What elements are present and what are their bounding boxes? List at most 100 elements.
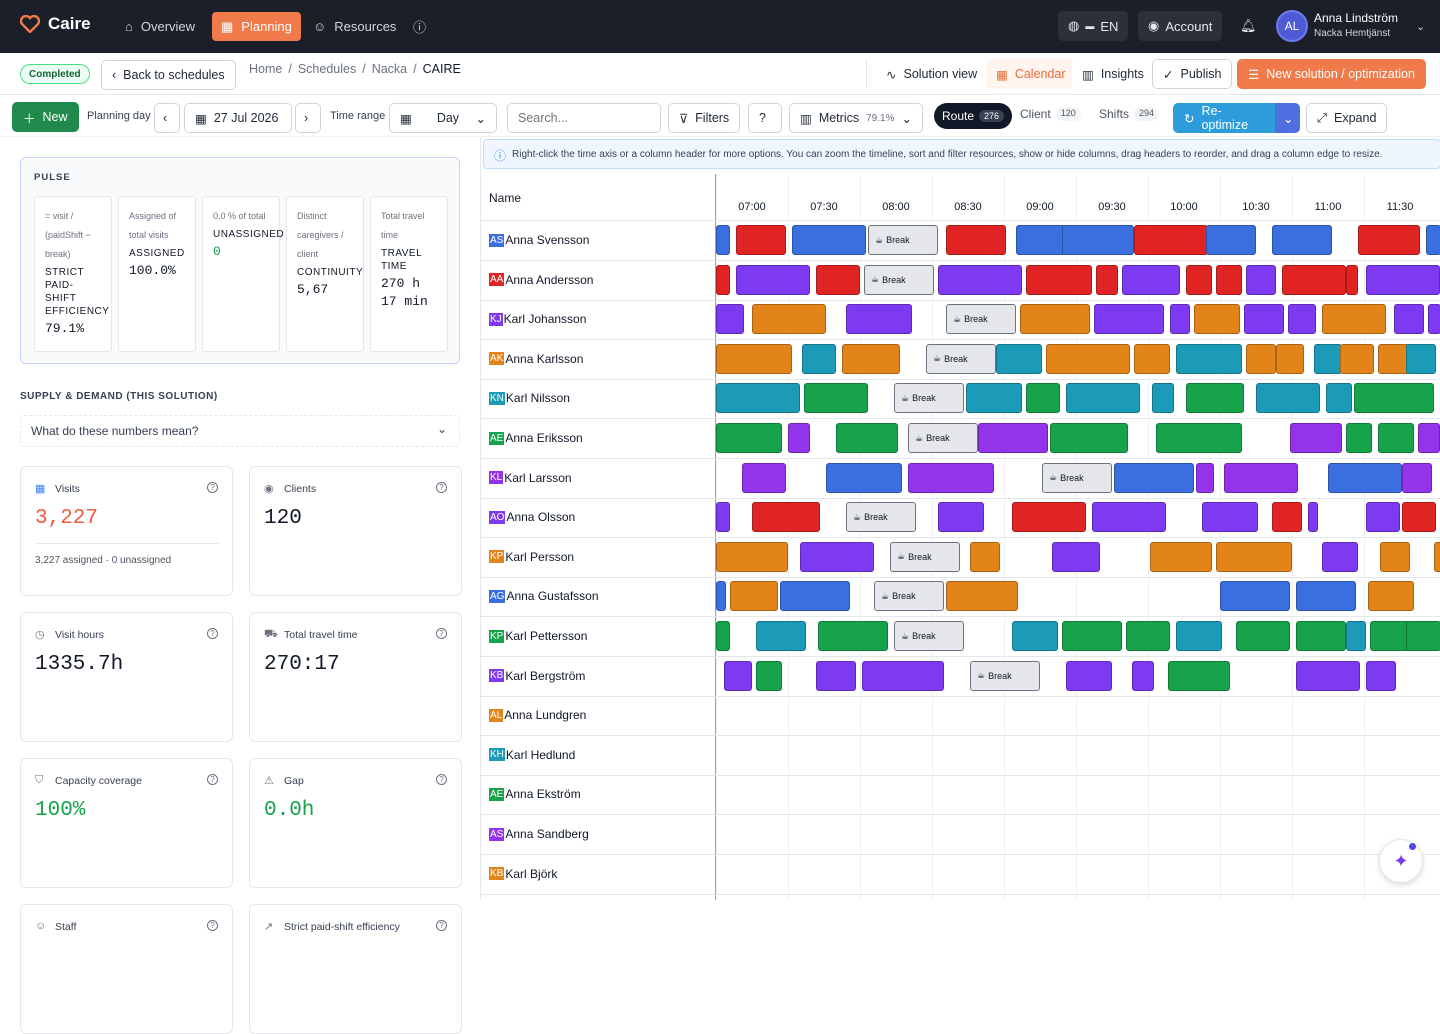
- visit-block[interactable]: [970, 541, 1000, 572]
- visit-block[interactable]: [1394, 304, 1424, 335]
- resource-name[interactable]: KL Karl Larsson: [489, 471, 572, 485]
- tab-client[interactable]: Client 120: [1020, 107, 1081, 121]
- visit-block[interactable]: [1096, 264, 1118, 295]
- visit-block[interactable]: [730, 581, 778, 612]
- visit-block[interactable]: [816, 264, 860, 295]
- visit-block[interactable]: [716, 581, 726, 612]
- visit-block[interactable]: [1272, 502, 1302, 533]
- visit-block[interactable]: [1062, 621, 1122, 651]
- resource-name[interactable]: AO Anna Olsson: [489, 510, 575, 524]
- resource-name[interactable]: KB Karl Björk: [489, 867, 557, 881]
- visit-block[interactable]: [1156, 423, 1242, 453]
- table-row[interactable]: KB Karl Björk: [481, 855, 1440, 895]
- nav-planning[interactable]: ▦ Planning: [212, 12, 301, 41]
- visit-block[interactable]: [1134, 225, 1208, 255]
- break-block[interactable]: ☕︎ Break: [890, 541, 960, 572]
- timeline-grid[interactable]: Name 07:00 07:30 08:00 08:30 09:00 09:30 10:00…: [481, 174, 1440, 900]
- visit-block[interactable]: [1434, 541, 1440, 572]
- visit-block[interactable]: [1126, 621, 1170, 651]
- visit-block[interactable]: [1196, 462, 1214, 493]
- visit-block[interactable]: [1094, 304, 1164, 335]
- visit-block[interactable]: [1282, 264, 1346, 295]
- tab-route[interactable]: Route 276: [934, 103, 1013, 129]
- visit-block[interactable]: [1026, 264, 1092, 295]
- visit-block[interactable]: [1114, 462, 1194, 493]
- table-row[interactable]: AE Anna Ekström: [481, 775, 1440, 816]
- hour-label[interactable]: 07:30: [810, 201, 838, 213]
- help-icon[interactable]: ?: [207, 920, 218, 931]
- hour-label[interactable]: 10:00: [1170, 201, 1198, 213]
- visit-block[interactable]: [1256, 383, 1320, 414]
- calendar-view-button[interactable]: ▦ Calendar: [986, 59, 1076, 89]
- visit-block[interactable]: [1402, 462, 1432, 493]
- break-block[interactable]: ☕︎ Break: [868, 225, 938, 255]
- visit-block[interactable]: [1062, 225, 1134, 255]
- visit-block[interactable]: [1050, 423, 1128, 453]
- visit-block[interactable]: [716, 502, 730, 533]
- resource-name[interactable]: KP Karl Persson: [489, 550, 574, 564]
- help-button[interactable]: ?: [748, 103, 782, 133]
- reoptimize-button[interactable]: ↻ Re-optimize: [1173, 103, 1275, 133]
- visit-block[interactable]: [1368, 581, 1414, 612]
- ai-assistant-button[interactable]: ✦: [1379, 839, 1423, 883]
- table-row[interactable]: KH Karl Hedlund: [481, 736, 1440, 776]
- table-row[interactable]: KL Karl Larsson ☕︎ Break: [481, 459, 1440, 499]
- notifications-button[interactable]: 🔔︎: [1230, 11, 1267, 41]
- visit-block[interactable]: [792, 225, 866, 255]
- visit-block[interactable]: [946, 581, 1018, 612]
- resource-name[interactable]: AE Anna Eriksson: [489, 431, 583, 445]
- previous-day-button[interactable]: ‹: [154, 103, 180, 133]
- visit-block[interactable]: [836, 423, 898, 453]
- visit-block[interactable]: [756, 660, 782, 691]
- visit-block[interactable]: [1206, 225, 1256, 255]
- account-button[interactable]: ◉ Account: [1138, 11, 1223, 41]
- visit-block[interactable]: [1296, 660, 1360, 691]
- nav-resources[interactable]: ☺ Resources: [304, 12, 405, 41]
- visit-block[interactable]: [1026, 383, 1060, 414]
- table-row[interactable]: KN Karl Nilsson ☕︎ Break: [481, 379, 1440, 420]
- visit-block[interactable]: [1288, 304, 1316, 335]
- visit-block[interactable]: [716, 264, 730, 295]
- metrics-select[interactable]: ▥ Metrics 79.1% ⌄: [789, 103, 923, 133]
- date-picker[interactable]: ▦ 27 Jul 2026: [184, 103, 292, 133]
- visit-block[interactable]: [1426, 225, 1440, 255]
- visit-block[interactable]: [752, 502, 820, 533]
- visit-block[interactable]: [756, 621, 806, 651]
- visit-block[interactable]: [1012, 502, 1086, 533]
- resource-name[interactable]: KJ Karl Johansson: [489, 312, 586, 326]
- visit-block[interactable]: [1052, 541, 1100, 572]
- break-block[interactable]: ☕︎ Break: [874, 581, 944, 612]
- visit-block[interactable]: [938, 264, 1022, 295]
- visit-block[interactable]: [716, 423, 782, 453]
- help-icon[interactable]: ?: [436, 920, 447, 931]
- visit-block[interactable]: [716, 225, 730, 255]
- visit-block[interactable]: [1296, 581, 1356, 612]
- visit-block[interactable]: [1314, 343, 1342, 374]
- hour-label[interactable]: 11:30: [1386, 201, 1414, 213]
- break-block[interactable]: ☕︎ Break: [908, 423, 978, 453]
- visit-block[interactable]: [908, 462, 994, 493]
- visit-block[interactable]: [1176, 343, 1242, 374]
- visit-block[interactable]: [1340, 343, 1374, 374]
- visit-block[interactable]: [1224, 462, 1298, 493]
- insights-button[interactable]: ▥ Insights: [1072, 59, 1154, 89]
- resource-name[interactable]: KP Karl Pettersson: [489, 629, 587, 643]
- break-block[interactable]: ☕︎ Break: [946, 304, 1016, 335]
- break-block[interactable]: ☕︎ Break: [864, 264, 934, 295]
- table-row[interactable]: AL Anna Lundgren: [481, 696, 1440, 737]
- visit-block[interactable]: [1406, 343, 1436, 374]
- visit-block[interactable]: [1186, 383, 1244, 414]
- visit-block[interactable]: [1012, 621, 1058, 651]
- visit-block[interactable]: [1276, 343, 1304, 374]
- publish-button[interactable]: ✓ Publish: [1152, 59, 1233, 89]
- visit-block[interactable]: [1150, 541, 1212, 572]
- help-button[interactable]: ⓘ: [404, 12, 435, 41]
- back-to-schedules-button[interactable]: ‹ Back to schedules: [101, 60, 236, 90]
- table-row[interactable]: AS Anna Sandberg: [481, 815, 1440, 855]
- hour-label[interactable]: 09:00: [1026, 201, 1054, 213]
- table-row[interactable]: KB Karl Bergström ☕︎ Break: [481, 657, 1440, 697]
- resource-name[interactable]: AG Anna Gustafsson: [489, 589, 599, 603]
- visit-block[interactable]: [742, 462, 786, 493]
- visit-block[interactable]: [716, 343, 792, 374]
- break-block[interactable]: ☕︎ Break: [894, 621, 964, 651]
